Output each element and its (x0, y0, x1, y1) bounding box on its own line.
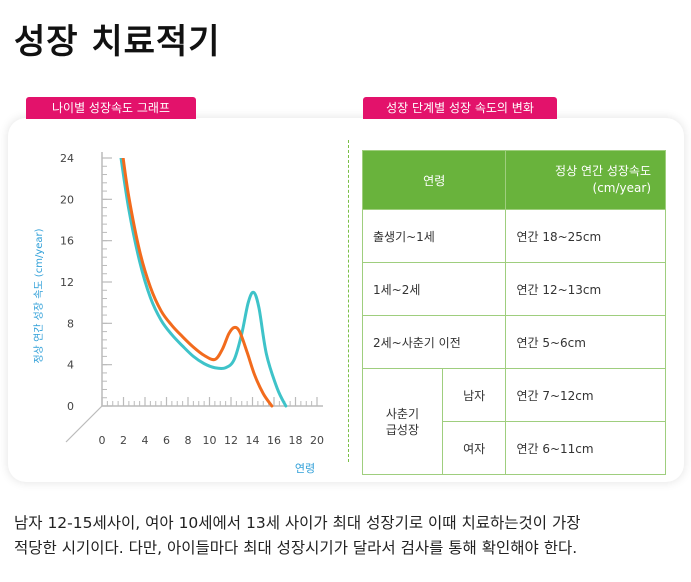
table-row: 2세~사춘기 이전 연간 5~6cm (361, 315, 666, 369)
x-tick-label: 0 (99, 434, 106, 447)
x-axis-label: 연령 (295, 462, 315, 475)
y-tick-label: 0 (67, 400, 74, 413)
x-tick-label: 12 (224, 434, 238, 447)
growth-rate-table: 연령 정상 연간 성장속도 (cm/year) 출생기~1세 연간 18~25c… (361, 150, 666, 475)
y-tick-label: 12 (60, 276, 74, 289)
puberty-stage-cell: 사춘기 급성장 (362, 368, 443, 475)
series-teal-line (119, 158, 288, 408)
y-axis-label: 정상 연간 성장 속도 (cm/year) (33, 228, 45, 363)
table-row: 1세~2세 연간 12~13cm (361, 262, 666, 316)
female-rate-cell: 연간 6~11cm (505, 421, 666, 475)
caption-note: 남자 12-15세사이, 여아 10세에서 13세 사이가 최대 성장기로 이때… (14, 511, 682, 561)
x-tick-label: 4 (142, 434, 149, 447)
x-tick-label: 16 (267, 434, 281, 447)
x-tick-label: 14 (246, 434, 260, 447)
caption-line-1: 남자 12-15세사이, 여아 10세에서 13세 사이가 최대 성장기로 이때… (14, 514, 581, 532)
chart-section-tag: 나이별 성장속도 그래프 (26, 97, 196, 119)
header-rate-unit: (cm/year) (592, 181, 651, 195)
female-label-cell: 여자 (441, 421, 507, 475)
x-tick-label: 6 (163, 434, 170, 447)
table-section-tag: 성장 단계별 성장 속도의 변화 (363, 97, 557, 119)
x-tick-label: 2 (120, 434, 127, 447)
y-tick-label: 24 (60, 152, 74, 165)
axis-corner-line (65, 405, 103, 443)
table-row: 여자 연간 6~11cm (363, 421, 666, 475)
male-rate-cell: 연간 7~12cm (505, 368, 666, 422)
male-label-cell: 남자 (441, 368, 507, 422)
x-tick-label: 10 (203, 434, 217, 447)
section-divider (348, 140, 349, 462)
y-tick-label: 20 (60, 193, 74, 206)
rate-cell: 연간 12~13cm (505, 262, 666, 316)
table-row: 사춘기 급성장 남자 연간 7~12cm (362, 368, 666, 475)
y-tick-label: 8 (67, 317, 74, 330)
stage-cell: 출생기~1세 (361, 209, 507, 263)
stage-cell: 2세~사춘기 이전 (361, 315, 507, 369)
stage-cell: 1세~2세 (361, 262, 507, 316)
puberty-line-1: 사춘기 (385, 406, 419, 421)
rate-cell: 연간 18~25cm (505, 209, 666, 263)
rate-cell: 연간 5~6cm (505, 315, 666, 369)
header-rate: 정상 연간 성장속도 (cm/year) (505, 150, 666, 210)
table-header-row: 연령 정상 연간 성장속도 (cm/year) (361, 150, 666, 210)
x-tick-label: 8 (185, 434, 192, 447)
y-tick-label: 4 (67, 359, 74, 372)
x-tick-label: 20 (310, 434, 324, 447)
header-age: 연령 (361, 150, 507, 210)
puberty-line-2: 급성장 (385, 422, 419, 437)
caption-line-2: 적당한 시기이다. 다만, 아이들마다 최대 성장시기가 달라서 검사를 통해 … (14, 539, 578, 557)
page-title: 성장 치료적기 (14, 22, 221, 62)
header-rate-label: 정상 연간 성장속도 (555, 164, 651, 178)
x-tick-label: 18 (289, 434, 303, 447)
y-tick-label: 16 (60, 235, 74, 248)
series-orange-line (121, 158, 274, 408)
table-row: 출생기~1세 연간 18~25cm (361, 209, 666, 263)
